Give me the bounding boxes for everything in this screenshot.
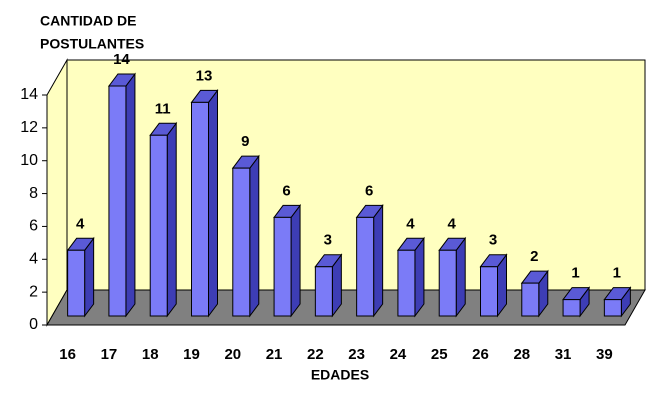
y-tick-label: 12: [20, 119, 38, 136]
value-label: 9: [241, 133, 249, 150]
bar-side: [166, 121, 177, 318]
value-label: 3: [324, 232, 332, 249]
y-tick-label: 14: [20, 86, 38, 103]
y-axis-title: CANTIDAD DE: [40, 13, 136, 29]
bar-front: [191, 101, 209, 317]
bar-side: [249, 154, 260, 318]
bar: [190, 88, 219, 318]
y-tick-label: 10: [20, 152, 38, 169]
value-label: 4: [76, 215, 85, 232]
x-tick-label: 24: [390, 346, 407, 363]
bar: [149, 121, 178, 318]
bar-front: [397, 249, 416, 317]
x-tick-label: 22: [307, 346, 324, 363]
x-tick-label: 21: [266, 346, 283, 363]
floor: [46, 289, 646, 326]
x-tick-label: 20: [224, 346, 241, 363]
bar-side: [373, 203, 384, 318]
value-label: 13: [196, 67, 213, 84]
bar-side: [414, 236, 425, 318]
bar-front: [438, 249, 457, 317]
y-axis-title: POSTULANTES: [40, 36, 144, 52]
value-label: 11: [155, 100, 171, 117]
bar-front: [232, 167, 251, 317]
value-label: 2: [530, 248, 538, 265]
x-tick-label: 28: [513, 346, 530, 363]
x-tick-label: 17: [101, 346, 118, 363]
y-tick-label: 4: [29, 251, 38, 268]
x-tick-label: 16: [59, 346, 76, 363]
bar: [273, 203, 302, 318]
value-label: 14: [113, 51, 130, 68]
bar-front: [67, 249, 86, 317]
bar-front: [149, 134, 168, 317]
bar: [66, 236, 95, 318]
x-tick-label: 19: [183, 346, 200, 363]
bar: [355, 203, 384, 318]
bar: [562, 286, 591, 318]
bar-front: [108, 85, 127, 317]
y-tick-label: 2: [29, 283, 38, 300]
bar: [479, 253, 508, 318]
value-label: 4: [448, 215, 457, 232]
y-tick-label: 8: [29, 185, 38, 202]
x-tick-label: 25: [431, 346, 448, 363]
bar: [396, 236, 425, 318]
bar-front: [603, 299, 622, 317]
x-tick-label: 23: [348, 346, 365, 363]
bar-front: [273, 216, 292, 317]
bar-side: [290, 203, 301, 318]
bar-side: [455, 236, 466, 318]
bar-side: [125, 72, 136, 318]
x-tick-label: 18: [142, 346, 159, 363]
bar-front: [356, 216, 375, 317]
y-tick-label: 6: [29, 218, 38, 235]
bar: [603, 286, 632, 318]
bar-front: [480, 266, 498, 317]
x-tick-label: 26: [472, 346, 489, 363]
bar: [107, 72, 136, 318]
bar-front: [521, 282, 540, 317]
x-axis-title: EDADES: [311, 367, 369, 383]
bar-side: [208, 88, 218, 318]
bar: [314, 253, 343, 318]
bar: [520, 269, 549, 318]
x-tick-label: 39: [596, 346, 613, 363]
x-tick-label: 31: [555, 346, 572, 363]
value-label: 3: [489, 232, 497, 249]
value-label: 1: [571, 265, 579, 282]
value-label: 4: [406, 215, 415, 232]
bar-front: [562, 299, 581, 317]
side-wall: [46, 58, 68, 327]
bar: [438, 236, 467, 318]
y-tick-label: 0: [29, 316, 38, 333]
value-label: 6: [365, 182, 373, 199]
value-label: 6: [282, 182, 290, 199]
bar: [231, 154, 260, 318]
bar-front: [314, 266, 333, 317]
bar-side: [84, 236, 95, 318]
value-label: 1: [613, 265, 621, 282]
